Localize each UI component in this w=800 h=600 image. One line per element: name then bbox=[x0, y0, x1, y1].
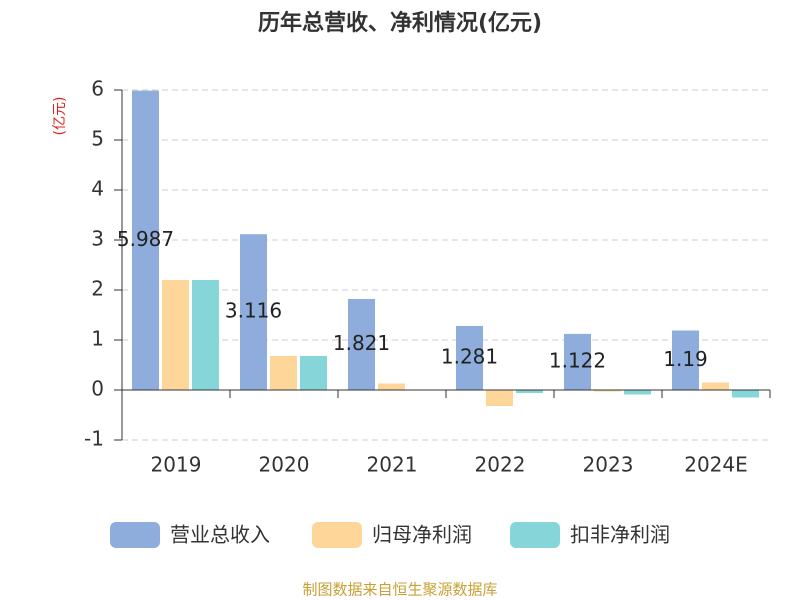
legend-label: 扣非净利润 bbox=[570, 523, 670, 547]
data-label: 5.987 bbox=[117, 227, 174, 251]
y-tick-label: 0 bbox=[91, 377, 104, 401]
bar bbox=[456, 325, 483, 390]
y-tick-label: 1 bbox=[91, 327, 104, 351]
x-tick-label: 2024E bbox=[684, 453, 748, 477]
legend-label: 营业总收入 bbox=[170, 523, 270, 547]
legend-label: 归母净利润 bbox=[372, 523, 472, 547]
legend-swatch bbox=[510, 522, 560, 548]
bar bbox=[672, 330, 699, 390]
bar bbox=[486, 390, 513, 406]
legend-swatch bbox=[110, 522, 160, 548]
bar bbox=[702, 382, 729, 390]
legend-swatch bbox=[312, 522, 362, 548]
chart-title: 历年总营收、净利情况(亿元) bbox=[258, 10, 542, 36]
bar bbox=[162, 280, 189, 390]
data-label: 1.821 bbox=[333, 331, 390, 355]
bar bbox=[240, 234, 267, 390]
y-tick-label: -1 bbox=[84, 427, 104, 451]
source: 制图数据来自恒生聚源数据库 bbox=[302, 581, 497, 599]
bar bbox=[516, 390, 543, 393]
y-tick-label: 6 bbox=[91, 77, 104, 101]
bar bbox=[348, 298, 375, 390]
x-tick-label: 2023 bbox=[583, 453, 634, 477]
bar bbox=[192, 280, 219, 390]
bar bbox=[270, 356, 297, 390]
x-tick-label: 2021 bbox=[367, 453, 418, 477]
data-label: 1.281 bbox=[441, 344, 498, 368]
bar bbox=[378, 383, 405, 390]
x-tick-label: 2022 bbox=[475, 453, 526, 477]
y-axis-label: (亿元) bbox=[52, 97, 68, 136]
y-tick-label: 3 bbox=[91, 227, 104, 251]
bar bbox=[132, 90, 159, 391]
data-label: 1.122 bbox=[549, 348, 606, 372]
y-tick-label: 4 bbox=[91, 177, 104, 201]
x-tick-label: 2020 bbox=[259, 453, 310, 477]
x-tick-label: 2019 bbox=[151, 453, 202, 477]
bar bbox=[624, 390, 651, 395]
data-label: 1.19 bbox=[663, 347, 708, 371]
y-tick-label: 2 bbox=[91, 277, 104, 301]
bar bbox=[564, 333, 591, 390]
bar bbox=[300, 356, 327, 390]
y-tick-label: 5 bbox=[91, 127, 104, 151]
data-label: 3.116 bbox=[225, 299, 282, 323]
bar bbox=[594, 390, 621, 392]
bar bbox=[732, 390, 759, 398]
